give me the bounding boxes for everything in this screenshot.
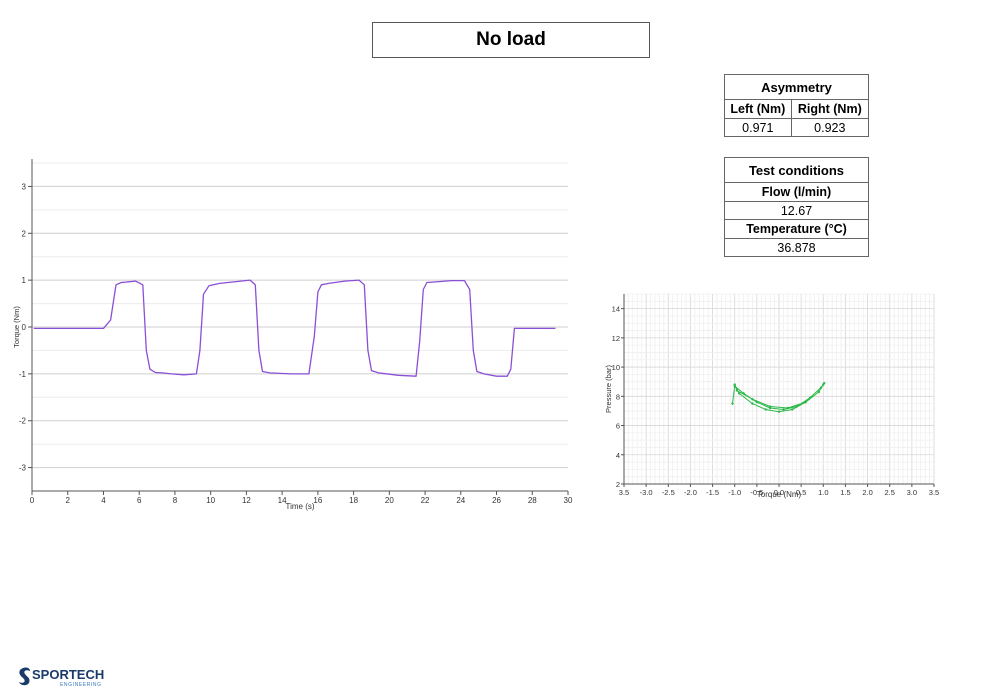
x-tick-label: 4 <box>101 496 106 505</box>
flow-value: 12.67 <box>724 201 869 220</box>
pressure-torque-point <box>819 386 823 389</box>
x-tick-label: -1.0 <box>728 488 741 497</box>
x-tick-label: 1.0 <box>818 488 828 497</box>
y-tick-label: 8 <box>616 392 620 401</box>
x-tick-label: -2.5 <box>662 488 675 497</box>
pressure-torque-point <box>751 402 754 405</box>
y-tick-label: 2 <box>616 480 620 489</box>
pressure-torque-chart: 3.5 -3.0 -2.5 -2.0 -1.5 -1.0 -0.5 0.0 0.5 1.0 1.5 2… <box>604 293 939 499</box>
y-axis-label: Torque (Nm) <box>12 306 21 348</box>
torque-time-chart: 0 2 4 6 8 10 12 14 16 18 20 22 24 26 28 30-3-2-10123Tim… <box>12 159 573 511</box>
pressure-torque-point <box>755 400 759 404</box>
pressure-torque-point <box>777 410 781 413</box>
x-tick-label: 2.0 <box>862 488 872 497</box>
flow-label: Flow (l/min) <box>724 182 869 202</box>
temperature-label: Temperature (°C) <box>724 219 869 239</box>
x-tick-label: 0.0 <box>774 488 784 497</box>
pressure-torque-point <box>817 390 821 394</box>
x-tick-label: 1.5 <box>840 488 850 497</box>
y-tick-label: -2 <box>19 417 27 426</box>
x-tick-label: 0.5 <box>796 488 806 497</box>
pressure-torque-point <box>786 406 790 410</box>
left-label: Left (Nm) <box>724 99 792 119</box>
pressure-torque-point <box>822 383 825 386</box>
pressure-torque-point <box>768 405 772 408</box>
logo-mark-icon <box>19 667 30 686</box>
right-label: Right (Nm) <box>790 99 870 119</box>
x-tick-label: 3.5 <box>929 488 939 497</box>
asymmetry-table: Asymmetry Left (Nm) Right (Nm) 0.971 0.9… <box>724 74 870 137</box>
x-tick-label: 30 <box>564 496 573 505</box>
x-tick-label: 20 <box>385 496 394 505</box>
x-tick-label: 2.5 <box>884 488 894 497</box>
temperature-value: 36.878 <box>724 238 869 257</box>
pressure-torque-point <box>791 408 794 411</box>
y-tick-label: -1 <box>19 370 27 379</box>
pressure-torque-point <box>733 383 736 386</box>
pressure-torque-point <box>804 400 807 404</box>
y-tick-label: 1 <box>22 276 27 285</box>
x-tick-label: -2.0 <box>684 488 697 497</box>
asymmetry-header: Asymmetry <box>724 74 869 100</box>
test-conditions-table: Test conditions Flow (l/min) 12.67 Tempe… <box>724 157 869 257</box>
x-tick-label: 2 <box>66 496 71 505</box>
pressure-torque-point <box>795 405 798 408</box>
x-tick-label: 8 <box>173 496 178 505</box>
x-tick-label: -1.5 <box>706 488 719 497</box>
x-tick-label: 6 <box>137 496 142 505</box>
y-tick-label: 10 <box>612 363 620 372</box>
logo-text: SPORTECH <box>32 667 104 682</box>
x-axis-label: Time (s) <box>285 502 314 511</box>
pressure-torque-point <box>764 408 767 411</box>
y-tick-label: 6 <box>616 422 620 431</box>
x-tick-label: 22 <box>421 496 430 505</box>
x-tick-label: 26 <box>492 496 501 505</box>
y-tick-label: 3 <box>22 182 27 191</box>
page-title: No load <box>372 22 650 58</box>
x-tick-label: -0.5 <box>750 488 763 497</box>
y-axis-label: Pressure (bar) <box>604 365 613 413</box>
x-tick-label: 18 <box>349 496 358 505</box>
left-value: 0.971 <box>724 118 792 137</box>
x-tick-label: 3.5 <box>619 488 629 497</box>
pressure-torque-point <box>782 408 785 411</box>
right-value: 0.923 <box>790 118 870 137</box>
x-tick-label: 0 <box>30 496 35 505</box>
logo-subtext: ENGINEERING <box>60 682 102 688</box>
x-tick-label: 24 <box>456 496 465 505</box>
y-tick-label: 12 <box>612 334 620 343</box>
torque-series-line <box>33 279 556 377</box>
x-tick-label: 12 <box>242 496 251 505</box>
y-tick-label: 4 <box>616 451 620 460</box>
pressure-torque-point <box>751 398 754 401</box>
y-tick-label: 14 <box>612 305 620 314</box>
x-tick-label: 3.0 <box>907 488 917 497</box>
y-tick-label: 2 <box>22 229 27 238</box>
x-tick-label: 14 <box>278 496 287 505</box>
conditions-header: Test conditions <box>724 157 869 183</box>
y-tick-label: 0 <box>22 323 27 332</box>
x-tick-label: -3.0 <box>640 488 653 497</box>
pressure-torque-point <box>808 396 812 399</box>
sportech-logo: SPORTECH ENGINEERING <box>19 667 104 688</box>
pressure-torque-point <box>735 389 739 392</box>
y-tick-label: -3 <box>19 464 27 473</box>
pressure-torque-point <box>742 392 745 395</box>
x-axis-label: Torque (Nm) <box>757 490 802 499</box>
x-tick-label: 10 <box>206 496 215 505</box>
x-tick-label: 16 <box>313 496 322 505</box>
pressure-torque-point <box>731 402 734 405</box>
x-tick-label: 28 <box>528 496 537 505</box>
pressure-torque-point <box>737 392 741 395</box>
